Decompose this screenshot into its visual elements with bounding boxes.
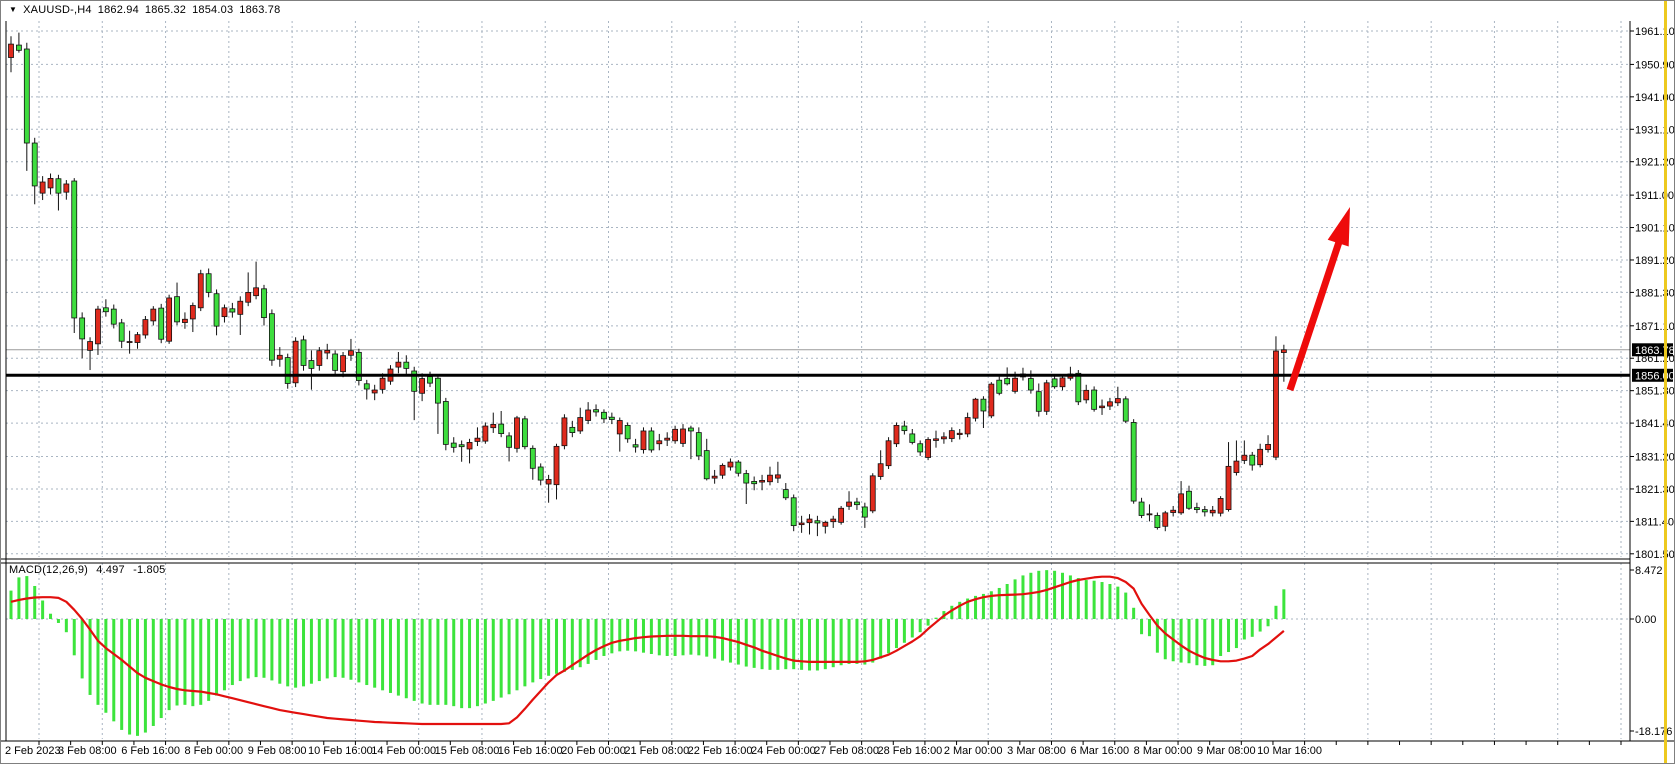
time-axis-label: 2 Mar 00:00 bbox=[944, 745, 1003, 757]
time-axis-label: 9 Feb 08:00 bbox=[248, 745, 307, 757]
price-axis-label: 1851.30 bbox=[1635, 386, 1675, 398]
open-value: 1862.94 bbox=[97, 4, 139, 16]
low-value: 1854.03 bbox=[192, 4, 234, 16]
price-badge-label: 1856.00 bbox=[1635, 370, 1675, 382]
time-axis-label: 28 Feb 16:00 bbox=[877, 745, 942, 757]
macd-axis-label: -18.176 bbox=[1635, 726, 1672, 738]
price-axis-label: 1831.20 bbox=[1635, 452, 1675, 464]
time-axis-label: 27 Feb 08:00 bbox=[814, 745, 879, 757]
time-axis-label: 21 Feb 08:00 bbox=[624, 745, 689, 757]
grid-lines bbox=[6, 21, 1630, 739]
time-axis-label: 14 Feb 00:00 bbox=[371, 745, 436, 757]
time-axis-label: 6 Feb 16:00 bbox=[121, 745, 180, 757]
time-axis-label: 15 Feb 08:00 bbox=[435, 745, 500, 757]
macd-signal-value: -1.805 bbox=[133, 564, 166, 576]
time-axis-label: 9 Mar 08:00 bbox=[1197, 745, 1256, 757]
price-axis-label: 1841.40 bbox=[1635, 418, 1675, 430]
price-axis-label: 1811.40 bbox=[1635, 516, 1674, 528]
macd-main-value: 4.497 bbox=[96, 564, 125, 576]
macd-axis-label: 0.00 bbox=[1635, 614, 1656, 626]
time-axis-label: 8 Mar 00:00 bbox=[1134, 745, 1193, 757]
candlestick-series bbox=[8, 32, 1287, 537]
price-badge bbox=[1632, 368, 1673, 382]
time-axis-label: 3 Mar 08:00 bbox=[1007, 745, 1066, 757]
symbol-period-label: XAUUSD-,H4 bbox=[23, 4, 92, 16]
price-axis-label: 1881.30 bbox=[1635, 287, 1675, 299]
price-axis-label: 1950.90 bbox=[1635, 59, 1675, 71]
close-value: 1863.78 bbox=[239, 4, 281, 16]
price-axis-label: 1821.30 bbox=[1635, 484, 1675, 496]
price-axis-label: 1931.10 bbox=[1635, 124, 1675, 136]
macd-label: MACD(12,26,9) bbox=[9, 564, 89, 576]
price-axis-label: 1921.20 bbox=[1635, 157, 1675, 169]
price-axis-label: 1891.20 bbox=[1635, 255, 1675, 267]
time-axis-label: 10 Feb 16:00 bbox=[308, 745, 373, 757]
macd-indicator-readout: MACD(12,26,9) 4.497 -1.805 bbox=[9, 564, 170, 576]
panel-borders bbox=[1, 21, 1674, 742]
time-axis-label: 2 Feb 2023 bbox=[5, 745, 61, 757]
time-axis-label: 6 Mar 16:00 bbox=[1070, 745, 1129, 757]
price-badge bbox=[1632, 343, 1673, 357]
time-axis-label: 24 Feb 00:00 bbox=[751, 745, 816, 757]
time-axis-label: 22 Feb 16:00 bbox=[688, 745, 753, 757]
price-axis-label: 1911.00 bbox=[1635, 190, 1674, 202]
price-axis-label: 1871.10 bbox=[1635, 321, 1675, 333]
price-axis-label: 1801.50 bbox=[1635, 549, 1675, 561]
macd-signal-line bbox=[10, 575, 1285, 726]
time-axis-label: 3 Feb 08:00 bbox=[58, 745, 117, 757]
high-value: 1865.32 bbox=[144, 4, 187, 16]
chart-ohlc-readout: ▼ XAUUSD-,H4 1862.94 1865.32 1854.03 186… bbox=[9, 4, 280, 16]
macd-axis[interactable]: 8.472 0.00 -18.176 bbox=[1630, 565, 1672, 738]
price-axis-label: 1941.00 bbox=[1635, 92, 1675, 104]
macd-axis-label: 8.472 bbox=[1635, 565, 1663, 577]
time-axis-label: 10 Mar 16:00 bbox=[1257, 745, 1322, 757]
time-axis-label: 20 Feb 00:00 bbox=[561, 745, 626, 757]
price-badge-label: 1863.78 bbox=[1635, 345, 1675, 357]
quick-menu-triangle-icon[interactable]: ▼ bbox=[9, 4, 18, 14]
scale-highlight-strip bbox=[1664, 1, 1667, 763]
time-axis-label: 8 Feb 00:00 bbox=[184, 745, 243, 757]
price-axis-label: 1901.10 bbox=[1635, 223, 1675, 235]
price-axis-label: 1961.10 bbox=[1635, 26, 1675, 38]
up-arrow-annotation[interactable] bbox=[1286, 207, 1350, 392]
time-axis-label: 16 Feb 16:00 bbox=[498, 745, 563, 757]
